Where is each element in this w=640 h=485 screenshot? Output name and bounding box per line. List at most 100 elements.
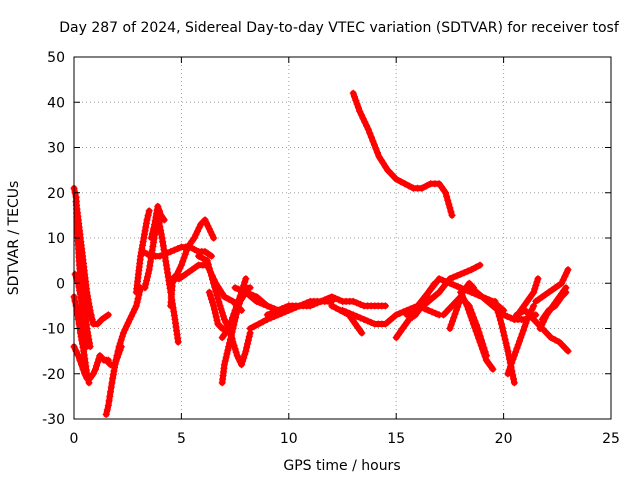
data-point [210,234,218,242]
data-point [148,246,156,254]
data-point [204,222,212,230]
data-point [203,257,211,265]
data-point [231,306,239,314]
data-point [360,315,368,323]
data-point [439,276,447,284]
data-point [157,230,165,238]
data-point [207,228,215,236]
grid [74,57,611,419]
data-point [475,334,483,342]
data-point [220,315,228,323]
data-point [210,302,218,310]
data-point [109,374,117,382]
data-point [190,234,198,242]
data-point [489,365,497,373]
data-point [259,318,267,326]
data-point [215,298,223,306]
data-point [331,294,339,302]
data-point [515,337,523,345]
data-point [242,288,250,296]
data-point [93,362,101,370]
data-point [299,300,307,308]
data-point [296,302,304,310]
data-point [243,344,251,352]
data-point [536,325,544,332]
data-point [509,355,517,363]
data-point [502,339,510,347]
data-point [514,341,522,349]
data-point [444,196,452,204]
data-point [88,315,96,323]
data-point [512,311,520,319]
data-point [216,302,224,310]
data-point [231,284,239,292]
data-point [211,309,219,317]
data-point [142,223,150,231]
data-point [451,310,459,318]
data-point [205,264,213,272]
series-trace [350,90,455,219]
data-point [177,261,185,269]
data-point [195,224,203,232]
data-point [447,208,455,216]
data-point [111,361,119,369]
data-point [123,322,131,330]
data-point [476,338,484,346]
data-point [324,294,332,302]
series-arc-25 [349,89,456,219]
data-point [181,250,189,258]
data-point [76,286,84,294]
data-point [212,287,220,295]
data-point [139,241,147,249]
data-point [112,357,120,365]
data-point [503,312,511,320]
data-point [521,323,529,331]
series-arc-10 [147,202,168,242]
data-point [452,306,460,314]
data-point [442,278,450,286]
data-point [458,292,466,300]
data-point [435,275,443,283]
data-point [174,338,182,346]
data-point [206,268,214,276]
series-arc-37 [532,266,572,305]
data-point [206,292,214,300]
data-point [85,303,93,311]
data-point [162,257,170,265]
data-point [492,301,500,309]
data-point [467,266,475,274]
data-point [148,229,156,237]
data-point [401,180,409,188]
data-point [405,182,413,190]
data-point [522,319,530,327]
data-point [445,200,453,208]
data-point [457,270,465,278]
data-point [86,306,94,314]
data-point [424,306,432,314]
data-point [513,344,521,352]
data-point [476,261,484,269]
data-point [238,361,246,369]
data-point [428,308,436,316]
data-point [453,282,461,290]
data-point [137,252,145,260]
data-point [240,282,248,290]
data-point [144,269,152,277]
data-point [129,309,137,317]
data-point [174,245,182,253]
data-point [117,343,125,351]
data-point [235,355,243,363]
data-point [224,346,232,354]
data-point [239,357,247,365]
data-point [523,315,531,323]
data-point [336,306,344,314]
data-point [349,89,357,97]
data-point [83,288,91,296]
data-point [183,247,191,255]
data-point [83,343,91,351]
data-point [163,265,171,273]
data-point [74,352,82,360]
data-point [139,238,147,246]
data-point [559,276,567,284]
data-point [194,227,202,235]
